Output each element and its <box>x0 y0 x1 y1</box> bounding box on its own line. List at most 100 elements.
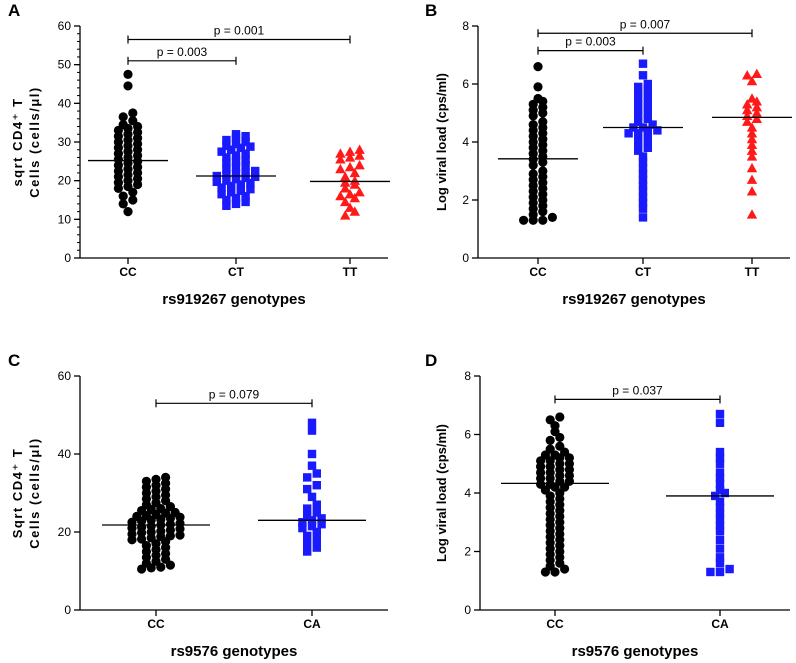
data-point-4 <box>643 85 652 94</box>
data-point-8 <box>307 492 317 502</box>
y-tick-label: 40 <box>58 447 72 461</box>
data-point-20 <box>344 202 356 212</box>
data-point-26 <box>634 140 643 150</box>
y-tick-label: 0 <box>64 603 71 617</box>
data-point-63 <box>137 564 147 574</box>
y-axis-label-line1: sqrt CD4⁺ T <box>10 97 25 186</box>
data-point-42 <box>118 199 128 209</box>
y-tick-label: 20 <box>58 174 72 188</box>
data-point-34 <box>246 184 255 194</box>
data-point-2 <box>715 447 725 457</box>
data-point-24 <box>528 160 538 170</box>
series-ct <box>624 59 662 222</box>
data-point-7 <box>634 94 643 103</box>
data-point-32 <box>227 181 236 191</box>
data-point-61 <box>156 562 166 572</box>
y-tick-label: 20 <box>58 525 72 539</box>
data-point-5 <box>742 99 753 109</box>
data-point-14 <box>643 114 652 123</box>
data-point-9 <box>312 500 321 509</box>
p-value-label: p = 0.001 <box>214 24 265 38</box>
data-point-22 <box>706 567 715 577</box>
data-point-4 <box>751 96 762 106</box>
data-point-28 <box>634 146 643 155</box>
y-tick-label: 10 <box>58 212 72 226</box>
data-point-5 <box>715 468 725 477</box>
data-point-2 <box>231 133 241 143</box>
data-point-27 <box>231 174 241 184</box>
series-cc <box>536 412 575 577</box>
y-tick-label: 8 <box>464 369 471 383</box>
data-point-18 <box>349 192 360 203</box>
y-tick-label: 60 <box>58 19 72 33</box>
data-point-26 <box>241 173 250 183</box>
data-point-20 <box>303 531 312 541</box>
y-tick-label: 2 <box>462 193 469 207</box>
data-point-3 <box>634 82 643 92</box>
data-point-11 <box>742 116 753 126</box>
data-point-10 <box>643 103 652 112</box>
data-point-2 <box>128 108 138 118</box>
data-point-32 <box>638 169 648 179</box>
y-axis-label-line2: Cells (cells/μl) <box>27 86 42 197</box>
data-point-11 <box>634 105 643 115</box>
data-point-5 <box>634 88 643 97</box>
data-point-15 <box>298 518 307 527</box>
data-point-8 <box>236 143 245 152</box>
data-point-23 <box>312 543 321 552</box>
data-point-0 <box>638 59 648 68</box>
data-point-20 <box>653 126 662 135</box>
data-point-18 <box>231 162 241 172</box>
data-point-2 <box>307 449 317 459</box>
data-point-29 <box>212 177 221 187</box>
data-point-3 <box>307 461 317 470</box>
data-point-43 <box>222 201 231 210</box>
data-point-39 <box>638 213 648 222</box>
data-point-33 <box>638 175 648 184</box>
data-point-40 <box>222 195 231 205</box>
data-point-2 <box>335 148 346 158</box>
data-point-14 <box>340 183 351 193</box>
data-point-8 <box>335 163 346 174</box>
data-point-30 <box>638 158 648 167</box>
data-point-25 <box>251 172 260 181</box>
data-point-6 <box>222 141 231 151</box>
series-cc <box>519 62 558 225</box>
data-point-12 <box>303 512 312 521</box>
data-point-1 <box>742 70 753 80</box>
data-point-25 <box>643 137 652 147</box>
x-axis-label: rs9576 genotypes <box>572 643 699 660</box>
data-point-2 <box>643 79 652 89</box>
series-cc <box>127 472 185 574</box>
data-point-0 <box>307 418 317 427</box>
data-point-4 <box>344 152 356 162</box>
data-point-42 <box>175 530 185 540</box>
data-point-28 <box>222 176 231 185</box>
data-point-13 <box>715 509 725 518</box>
data-point-7 <box>303 484 312 494</box>
data-point-13 <box>349 179 360 189</box>
data-point-12 <box>746 122 758 132</box>
data-point-29 <box>638 152 648 161</box>
data-point-23 <box>643 132 652 141</box>
data-point-21 <box>349 206 360 216</box>
y-axis-label-line1: Sqrt CD4⁺ T <box>10 448 25 539</box>
data-point-27 <box>643 143 652 152</box>
series-tt <box>742 68 762 219</box>
x-tick-label: CT <box>228 265 245 279</box>
data-point-8 <box>643 97 652 106</box>
data-point-36 <box>133 179 143 190</box>
y-tick-label: 4 <box>462 135 469 149</box>
series-tt <box>335 144 365 220</box>
panel-a: A 0 10 20 30 40 50 60 CC CT TT rs919267 genotypes sq… <box>8 1 390 308</box>
y-tick-label: 2 <box>464 545 471 559</box>
data-point-6 <box>751 102 762 112</box>
data-point-0 <box>123 69 133 79</box>
x-tick-label: CC <box>119 265 137 279</box>
y-tick-label: 40 <box>58 96 72 110</box>
data-point-12 <box>231 151 241 160</box>
data-point-10 <box>340 171 351 181</box>
data-point-21 <box>312 535 321 544</box>
data-point-15 <box>354 187 365 197</box>
data-point-2 <box>746 75 758 86</box>
